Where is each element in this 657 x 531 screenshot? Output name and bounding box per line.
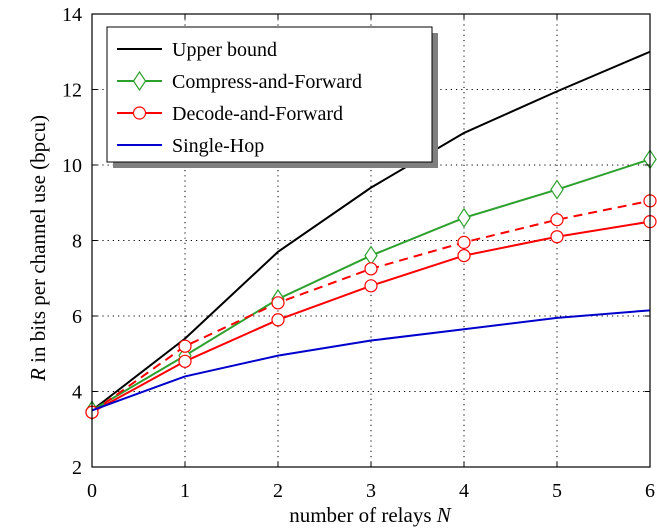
- x-axis-variable: N: [436, 503, 452, 527]
- data-point-decode-and-forward-dashed: [457, 235, 471, 249]
- data-point-decode-and-forward-dashed: [178, 339, 192, 353]
- y-tick-labels: 2 4 6 8 10 12 14: [62, 4, 82, 479]
- x-tick-label: 4: [459, 480, 469, 502]
- legend-marker-compress-and-forward: [132, 70, 147, 92]
- y-axis-label: in bits per channel use (bpcu): [26, 115, 50, 363]
- y-axis-variable: R: [26, 368, 50, 382]
- y-tick-label: 2: [72, 457, 82, 479]
- x-tick-label: 5: [552, 480, 562, 502]
- data-point-compress-and-forward: [457, 207, 471, 228]
- x-tick-labels: 0 1 2 3 4 5 6: [87, 480, 655, 502]
- y-tick-label: 10: [62, 155, 82, 177]
- series-layer: [85, 50, 657, 421]
- legend-entry-compress-and-forward: Compress-and-Forward: [172, 71, 362, 93]
- data-point-decode-and-forward: [550, 230, 564, 244]
- x-tick-label: 6: [645, 480, 655, 502]
- y-tick-label: 12: [62, 80, 82, 102]
- legend-entry-upper-bound: Upper bound: [172, 39, 277, 61]
- legend: Upper bound Compress-and-Forward Decode-an…: [106, 26, 438, 168]
- data-point-decode-and-forward: [178, 354, 192, 368]
- x-axis-title: number of relays N: [289, 503, 452, 527]
- y-tick-label: 4: [72, 382, 82, 404]
- series-upper-bound: [91, 50, 651, 412]
- legend-entry-single-hop: Single-Hop: [172, 135, 264, 157]
- y-axis-title: R in bits per channel use (bpcu): [26, 115, 50, 382]
- legend-marker-decode-and-forward: [132, 106, 147, 120]
- data-point-decode-and-forward-dashed: [271, 296, 285, 310]
- y-tick-label: 6: [72, 306, 82, 328]
- x-axis-label: number of relays: [289, 503, 431, 527]
- data-point-compress-and-forward: [364, 245, 378, 266]
- series-line-upper-bound: [91, 50, 651, 412]
- x-tick-label: 1: [180, 480, 190, 502]
- tick-marks: [91, 13, 651, 468]
- x-tick-label: 3: [366, 480, 376, 502]
- data-point-compress-and-forward: [550, 179, 564, 200]
- series-line-single-hop: [91, 309, 651, 412]
- x-tick-label: 0: [87, 480, 97, 502]
- y-tick-label: 14: [62, 4, 82, 26]
- series-single-hop: [91, 309, 651, 412]
- data-point-decode-and-forward: [271, 313, 285, 327]
- data-point-decode-and-forward-dashed: [550, 213, 564, 227]
- data-point-decode-and-forward: [457, 249, 471, 263]
- legend-entry-decode-and-forward: Decode-and-Forward: [172, 103, 343, 125]
- y-tick-label: 8: [72, 231, 82, 253]
- data-point-decode-and-forward: [364, 279, 378, 293]
- x-tick-label: 2: [273, 480, 283, 502]
- data-point-decode-and-forward-dashed: [364, 262, 378, 276]
